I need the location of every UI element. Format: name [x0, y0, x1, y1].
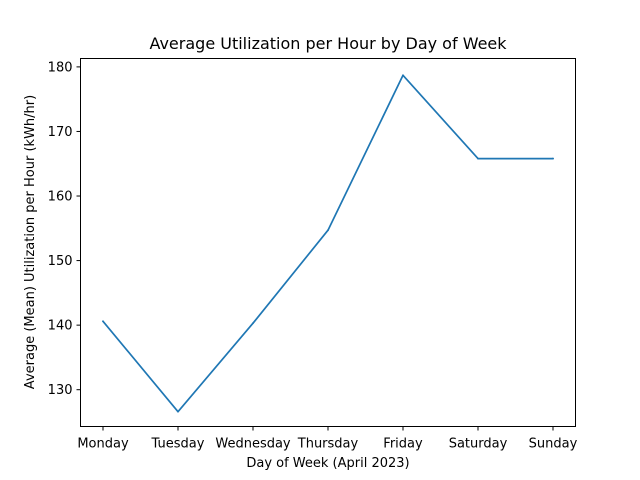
y-tick-label: 170 — [48, 125, 73, 140]
plot-area: 130 140 150 160 170 180 Monday Tuesday Wednesda… — [48, 58, 578, 452]
x-tick-label: Saturday — [449, 437, 508, 452]
x-tick-label: Friday — [383, 437, 423, 452]
data-point-sunday — [552, 157, 554, 160]
x-tick-label: Tuesday — [151, 437, 205, 452]
y-tick-label: 150 — [48, 254, 73, 269]
y-tick-label: 180 — [48, 60, 73, 75]
series-line — [102, 74, 554, 413]
y-tick-label: 140 — [48, 319, 73, 334]
x-axis-ticks: Monday Tuesday Wednesday Thursday Friday Satu… — [77, 426, 578, 452]
data-point-wednesday — [252, 322, 254, 325]
data-point-tuesday — [177, 410, 179, 413]
y-axis-ticks: 130 140 150 160 170 180 — [48, 60, 81, 398]
data-point-saturday — [477, 157, 479, 160]
y-tick-label: 160 — [48, 190, 73, 205]
y-axis-label: Average (Mean) Utilization per Hour (kWh… — [23, 95, 38, 389]
chart-title: Average Utilization per Hour by Day of W… — [149, 34, 507, 53]
x-axis-label: Day of Week (April 2023) — [246, 456, 409, 471]
x-tick-label: Wednesday — [215, 437, 291, 452]
series-points — [102, 74, 554, 413]
x-tick-label: Thursday — [297, 437, 359, 452]
data-point-friday — [402, 74, 404, 77]
y-tick-label: 130 — [48, 383, 73, 398]
data-point-monday — [102, 320, 104, 323]
plot-spine-box — [80, 58, 576, 427]
x-tick-label: Sunday — [529, 437, 578, 452]
x-tick-label: Monday — [77, 437, 129, 452]
data-point-thursday — [327, 229, 329, 232]
